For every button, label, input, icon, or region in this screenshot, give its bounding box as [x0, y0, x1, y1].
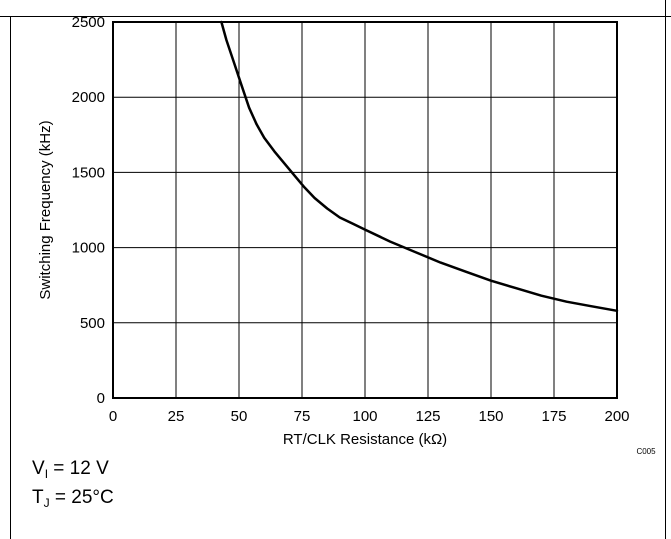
frequency-curve [220, 20, 619, 313]
x-axis-title: RT/CLK Resistance (kΩ) [283, 431, 447, 448]
figure-code-label: C005 [636, 447, 656, 456]
frame-right-border [665, 0, 666, 539]
tick-labels: 0 25 50 75 100 125 150 175 200050010001500200025… [72, 14, 630, 425]
temperature-subscript: J [43, 496, 50, 510]
x-tick-label: 125 [415, 408, 440, 425]
frame-left-border [10, 16, 11, 539]
voltage-condition: VI = 12 V [32, 458, 109, 481]
voltage-subscript: I [44, 467, 49, 481]
voltage-symbol: V [32, 458, 45, 479]
x-tick-label: 150 [478, 408, 503, 425]
y-tick-label: 1500 [72, 164, 105, 181]
x-tick-label: 75 [294, 408, 311, 425]
x-tick-label: 175 [541, 408, 566, 425]
plot-area-border [112, 21, 618, 399]
x-tick-label: 100 [352, 408, 377, 425]
y-tick-label: 0 [97, 390, 105, 407]
y-axis-title: Switching Frequency (kHz) [37, 120, 54, 299]
series-layer [220, 20, 619, 313]
y-tick-label: 1000 [72, 240, 105, 257]
temperature-symbol: T [32, 487, 44, 508]
x-tick-label: 50 [231, 408, 248, 425]
x-tick-label: 25 [168, 408, 185, 425]
y-tick-label: 500 [80, 315, 105, 332]
y-tick-label: 2000 [72, 89, 105, 106]
x-tick-label: 0 [109, 408, 117, 425]
temperature-condition: TJ = 25°C [32, 487, 114, 510]
grid-lines [112, 21, 618, 399]
x-tick-label: 200 [604, 408, 629, 425]
frame-top-border [0, 16, 671, 17]
temperature-value: = 25°C [49, 487, 114, 508]
voltage-value: = 12 V [48, 458, 109, 479]
y-tick-label: 2500 [72, 14, 105, 31]
